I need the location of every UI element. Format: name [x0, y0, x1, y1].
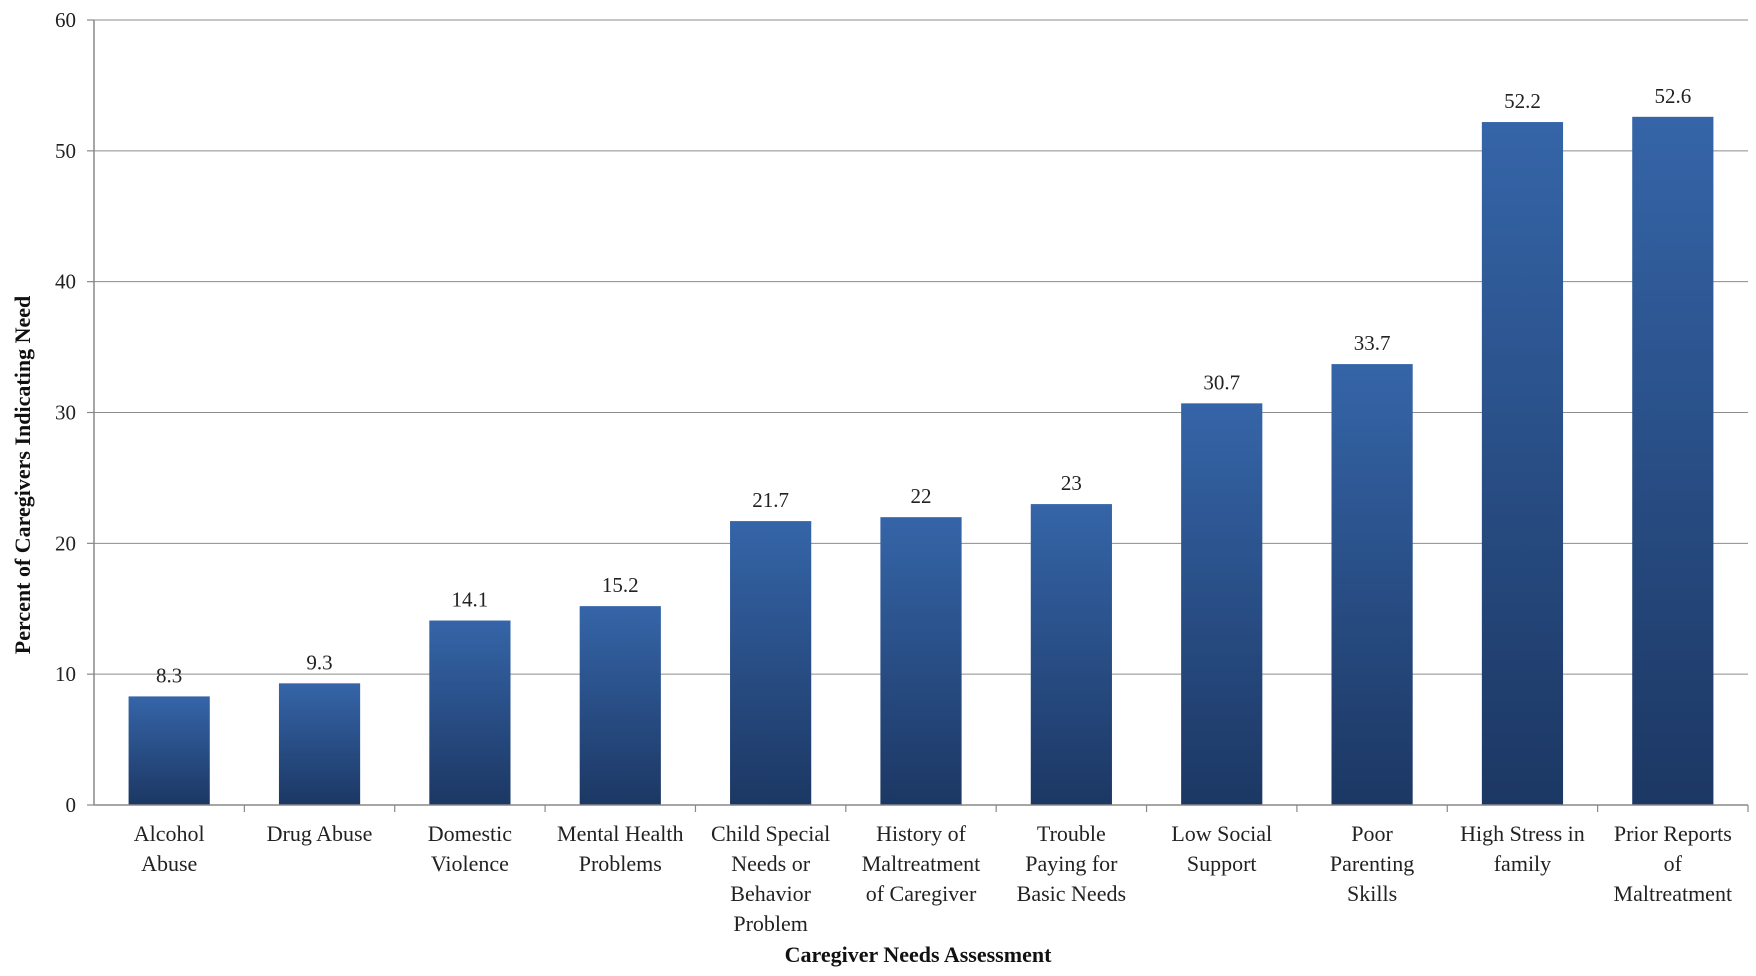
x-tick-label: Trouble Paying for Basic Needs [1017, 821, 1126, 906]
bar [1181, 403, 1263, 805]
bar [429, 620, 511, 805]
bar [1632, 116, 1714, 806]
x-tick-label: Drug Abuse [267, 821, 373, 846]
axes [87, 19, 1749, 812]
bar [579, 606, 661, 805]
data-label: 8.3 [156, 663, 182, 687]
y-tick-label: 0 [66, 793, 77, 817]
bar [880, 517, 962, 805]
data-label: 9.3 [306, 650, 332, 674]
x-tick-label: Prior Reports of Maltreatment [1614, 821, 1733, 906]
x-tick-label: Low Social Support [1171, 821, 1272, 876]
bar [730, 521, 812, 805]
y-tick-label: 60 [55, 8, 76, 32]
bar [1481, 122, 1564, 806]
bar [1030, 504, 1112, 805]
x-tick-label: Mental Health Problems [557, 821, 683, 876]
gridlines [94, 19, 1748, 675]
bar [278, 683, 361, 805]
y-axis-title: Percent of Caregivers Indicating Need [10, 296, 35, 654]
x-tick-label: Alcohol Abuse [134, 821, 205, 876]
x-tick-label: Domestic Violence [428, 821, 513, 876]
bar [1331, 364, 1413, 805]
y-tick-label: 30 [55, 401, 76, 425]
x-tick-label: Poor Parenting Skills [1330, 821, 1414, 906]
y-tick-label: 50 [55, 139, 76, 163]
data-label: 33.7 [1354, 331, 1391, 355]
bars [128, 116, 1714, 806]
data-label: 14.1 [452, 588, 489, 612]
data-label: 52.2 [1504, 89, 1541, 113]
data-label: 30.7 [1203, 370, 1240, 394]
data-label: 22 [911, 484, 932, 508]
y-tick-label: 10 [55, 662, 76, 686]
y-tick-label: 40 [55, 270, 76, 294]
data-label: 15.2 [602, 573, 639, 597]
data-label: 23 [1061, 471, 1082, 495]
x-tick-label: High Stress in family [1460, 821, 1585, 876]
bar [128, 696, 210, 805]
labels: 0 10 20 30 40 50 60 8.3 Alcohol Abuse 9.3 Drug Abus… [55, 8, 1732, 936]
data-label: 21.7 [752, 488, 789, 512]
x-tick-label: Child Special Needs or Behavior Problem [711, 821, 830, 936]
data-label: 52.6 [1654, 84, 1691, 108]
x-axis-title: Caregiver Needs Assessment [785, 942, 1052, 967]
y-tick-label: 20 [55, 531, 76, 555]
x-tick-label: History of Maltreatment of Caregiver [862, 821, 981, 906]
